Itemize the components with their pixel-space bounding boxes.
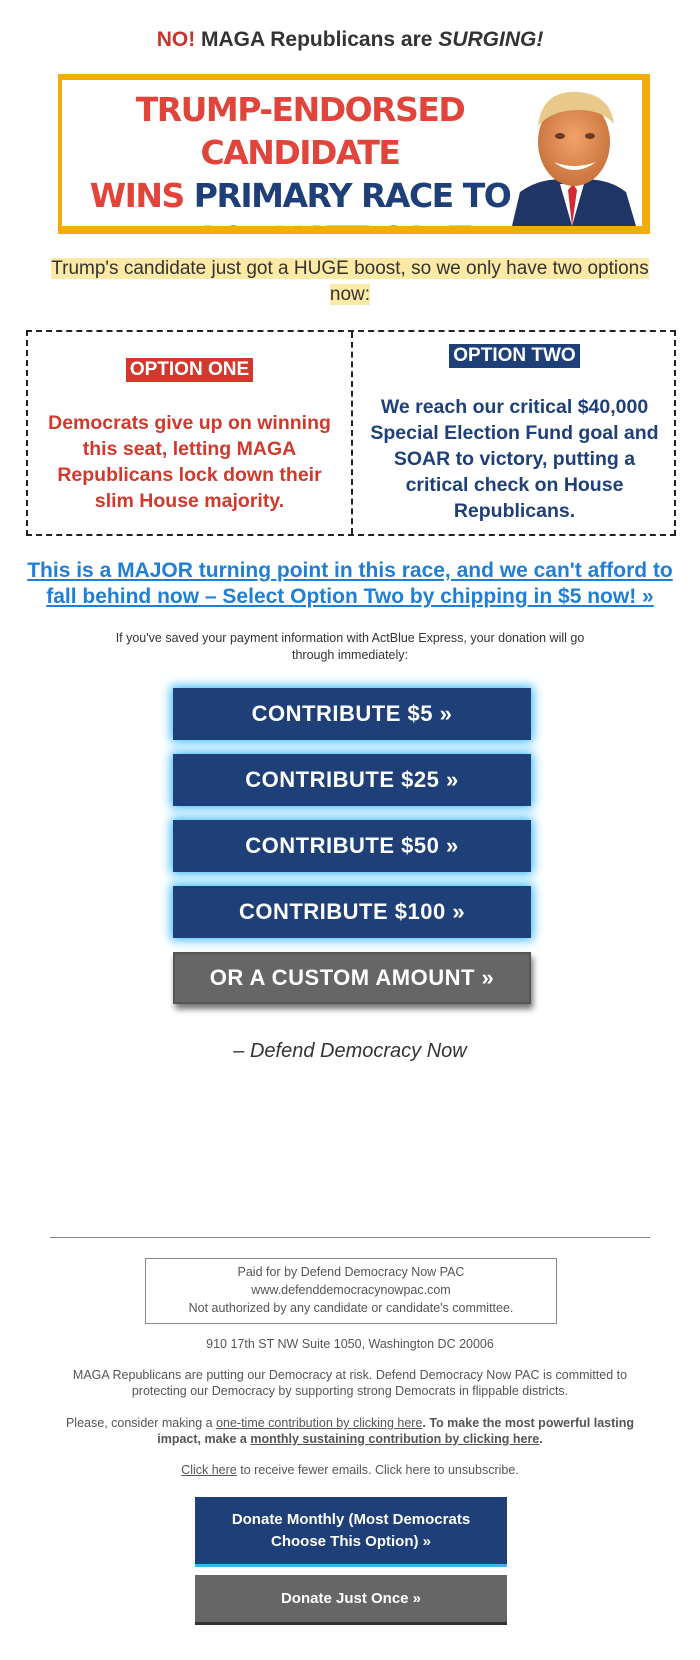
options-divider xyxy=(351,332,353,534)
consider-middle: . To make the most powerful lasting impa… xyxy=(157,1416,635,1446)
address: 910 17th ST NW Suite 1050, Washington DC… xyxy=(206,1337,494,1351)
paid-for-line: Paid for by Defend Democracy Now PAC xyxy=(237,1265,465,1279)
option-two: OPTION TWO We reach our critical $40,000… xyxy=(353,332,676,534)
banner-image: TRUMP-ENDORSED CANDIDATE WINS PRIMARY RA… xyxy=(50,74,650,236)
contribute-100-button[interactable]: CONTRIBUTE $100 » xyxy=(173,886,531,938)
option-two-tag: OPTION TWO xyxy=(449,344,580,368)
actblue-express-note: If you've saved your payment information… xyxy=(115,631,585,662)
not-authorized-line: Not authorized by any candidate or candi… xyxy=(188,1301,514,1315)
website-line: www.defenddemocracynowpac.com xyxy=(251,1283,451,1297)
mission-statement: MAGA Republicans are putting our Democra… xyxy=(72,1368,628,1398)
headline-middle: MAGA Republicans are xyxy=(195,28,439,51)
banner-inner: TRUMP-ENDORSED CANDIDATE WINS PRIMARY RA… xyxy=(62,80,642,226)
subheadline: Trump's candidate just got a HUGE boost,… xyxy=(30,256,670,308)
unsubscribe-text[interactable]: to receive fewer emails. Click here to u… xyxy=(236,1463,519,1477)
monthly-contribution-link[interactable]: monthly sustaining contribution by click… xyxy=(250,1432,540,1446)
portrait-image xyxy=(512,91,636,226)
custom-amount-button[interactable]: OR A CUSTOM AMOUNT » xyxy=(173,952,531,1004)
select-option-two-link[interactable]: This is a MAJOR turning point in this ra… xyxy=(27,559,673,608)
signature: – Defend Democracy Now xyxy=(233,1040,467,1062)
banner-line-3: REPLACE MATT GAETZ xyxy=(70,217,530,226)
paid-for-disclaimer: Paid for by Defend Democracy Now PAC www… xyxy=(145,1258,557,1324)
donate-monthly-button[interactable]: Donate Monthly (Most Democrats Choose Th… xyxy=(195,1497,507,1567)
contribute-50-button[interactable]: CONTRIBUTE $50 » xyxy=(173,820,531,872)
banner-line-2-navy: PRIMARY RACE TO xyxy=(183,176,512,215)
headline-no: NO! xyxy=(156,28,196,51)
subheadline-text: Trump's candidate just got a HUGE boost,… xyxy=(51,258,649,305)
fewer-emails-link[interactable]: Click here xyxy=(181,1463,237,1477)
consider-suffix: . xyxy=(539,1432,543,1446)
donate-once-button[interactable]: Donate Just Once » xyxy=(195,1575,507,1625)
consider-prefix: Please, consider making a xyxy=(65,1416,217,1430)
headline: NO! MAGA Republicans are SURGING! xyxy=(0,28,700,52)
contribute-25-button[interactable]: CONTRIBUTE $25 » xyxy=(173,754,531,806)
email-preferences: Click here to receive fewer emails. Clic… xyxy=(50,1462,650,1478)
footer-divider xyxy=(50,1237,650,1238)
consider-contribution: Please, consider making a one-time contr… xyxy=(50,1415,650,1447)
option-one-tag: OPTION ONE xyxy=(125,358,254,382)
options-box: OPTION ONE Democrats give up on winning … xyxy=(26,330,676,536)
one-time-contribution-link[interactable]: one-time contribution by clicking here xyxy=(216,1416,423,1430)
banner-line-2: WINS PRIMARY RACE TO xyxy=(70,174,530,217)
option-one: OPTION ONE Democrats give up on winning … xyxy=(28,332,351,534)
banner-line-1: TRUMP-ENDORSED CANDIDATE xyxy=(135,90,466,172)
headline-surging: SURGING! xyxy=(438,28,544,51)
contribute-5-button[interactable]: CONTRIBUTE $5 » xyxy=(173,688,531,740)
option-one-text: Democrats give up on winning this seat, … xyxy=(48,412,331,512)
banner-text: TRUMP-ENDORSED CANDIDATE WINS PRIMARY RA… xyxy=(70,88,530,226)
banner-line-2-red: WINS xyxy=(89,176,186,215)
option-two-text: We reach our critical $40,000 Special El… xyxy=(370,396,659,522)
